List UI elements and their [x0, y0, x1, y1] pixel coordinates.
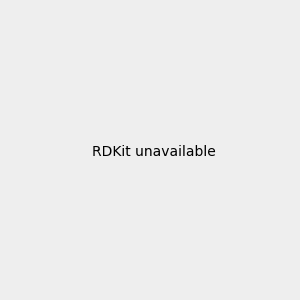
Text: RDKit unavailable: RDKit unavailable — [92, 145, 216, 158]
